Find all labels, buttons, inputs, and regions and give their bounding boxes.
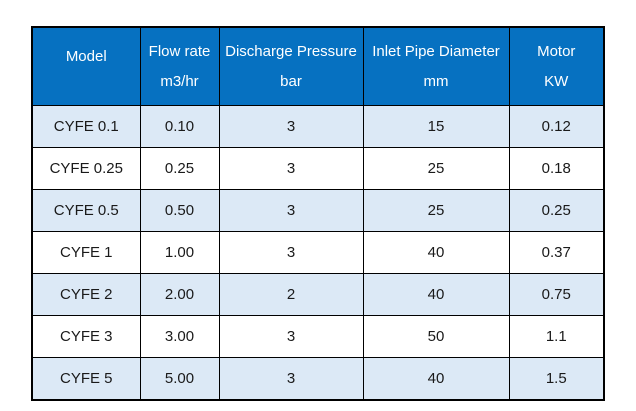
column-unit: m3/hr: [160, 73, 199, 91]
table-row-cyfe-2: CYFE 2 2.00 2 40 0.75: [31, 273, 605, 316]
table-cell: 0.12: [508, 105, 605, 148]
table-cell: 0.50: [139, 189, 220, 232]
table-cell: 0.75: [508, 273, 605, 316]
header-cell-content: Inlet Pipe Diameter mm: [364, 28, 508, 105]
header-cell-flow-rate: Flow rate m3/hr: [139, 26, 220, 106]
column-unit: bar: [280, 73, 302, 91]
table-cell: 3: [218, 189, 364, 232]
header-cell-inlet-pipe-diameter: Inlet Pipe Diameter mm: [362, 26, 510, 106]
table-row-cyfe-3: CYFE 3 3.00 3 50 1.1: [31, 315, 605, 358]
table-cell: 0.37: [508, 231, 605, 274]
column-title: Discharge Pressure: [225, 42, 357, 60]
table-cell: 2.00: [139, 273, 220, 316]
column-unit: mm: [423, 73, 449, 91]
header-cell-discharge-pressure: Discharge Pressure bar: [218, 26, 364, 106]
pump-spec-table: Model Flow rate m3/hr Discharge Pressure bar…: [31, 26, 605, 401]
column-title: Inlet Pipe Diameter: [372, 42, 500, 60]
table-cell: 0.25: [508, 189, 605, 232]
table-cell: 0.25: [139, 147, 220, 190]
header-cell-model: Model: [31, 26, 141, 106]
table-cell: 3: [218, 231, 364, 274]
table-cell: 1.1: [508, 315, 605, 358]
table-cell: CYFE 1: [31, 231, 141, 274]
column-title: Motor: [537, 42, 576, 60]
table-cell: CYFE 2: [31, 273, 141, 316]
header-cell-motor: Motor KW: [508, 26, 605, 106]
table-row-cyfe-0-1: CYFE 0.1 0.10 3 15 0.12: [31, 105, 605, 148]
table-cell: 1.5: [508, 357, 605, 401]
table-row-cyfe-0-5: CYFE 0.5 0.50 3 25 0.25: [31, 189, 605, 232]
header-cell-content: Flow rate m3/hr: [141, 28, 218, 105]
table-cell: CYFE 0.1: [31, 105, 141, 148]
table-row-cyfe-1: CYFE 1 1.00 3 40 0.37: [31, 231, 605, 274]
header-cell-content: Motor KW: [510, 28, 603, 105]
table-header: Model Flow rate m3/hr Discharge Pressure bar…: [31, 26, 605, 106]
table-cell: 3: [218, 105, 364, 148]
table-body: CYFE 0.1 0.10 3 15 0.12 CYFE 0.25 0.25 3 25 0.18 C…: [31, 105, 605, 401]
table-cell: 3: [218, 357, 364, 401]
column-title: Model: [65, 47, 107, 65]
table-row-cyfe-0-25: CYFE 0.25 0.25 3 25 0.18: [31, 147, 605, 190]
table-cell: CYFE 3: [31, 315, 141, 358]
table-cell: CYFE 0.25: [31, 147, 141, 190]
table-cell: 25: [362, 147, 510, 190]
table-cell: 0.10: [139, 105, 220, 148]
table-cell: CYFE 0.5: [31, 189, 141, 232]
column-unit: KW: [544, 73, 569, 91]
table-cell: 50: [362, 315, 510, 358]
table-cell: 15: [362, 105, 510, 148]
table-cell: 5.00: [139, 357, 220, 401]
table-cell: 3: [218, 147, 364, 190]
header-cell-content: Discharge Pressure bar: [220, 28, 362, 105]
table-cell: 40: [362, 357, 510, 401]
table-cell: 25: [362, 189, 510, 232]
table-row-cyfe-5: CYFE 5 5.00 3 40 1.5: [31, 357, 605, 401]
column-title: Flow rate: [148, 42, 211, 60]
table-cell: 3: [218, 315, 364, 358]
table-cell: 3.00: [139, 315, 220, 358]
header-row: Model Flow rate m3/hr Discharge Pressure bar…: [31, 26, 605, 106]
table-cell: CYFE 5: [31, 357, 141, 401]
table-cell: 2: [218, 273, 364, 316]
table-cell: 40: [362, 231, 510, 274]
table-cell: 1.00: [139, 231, 220, 274]
table-cell: 40: [362, 273, 510, 316]
table-cell: 0.18: [508, 147, 605, 190]
header-cell-content: Model: [33, 28, 139, 105]
pump-spec-table-container: Model Flow rate m3/hr Discharge Pressure bar…: [31, 26, 605, 401]
